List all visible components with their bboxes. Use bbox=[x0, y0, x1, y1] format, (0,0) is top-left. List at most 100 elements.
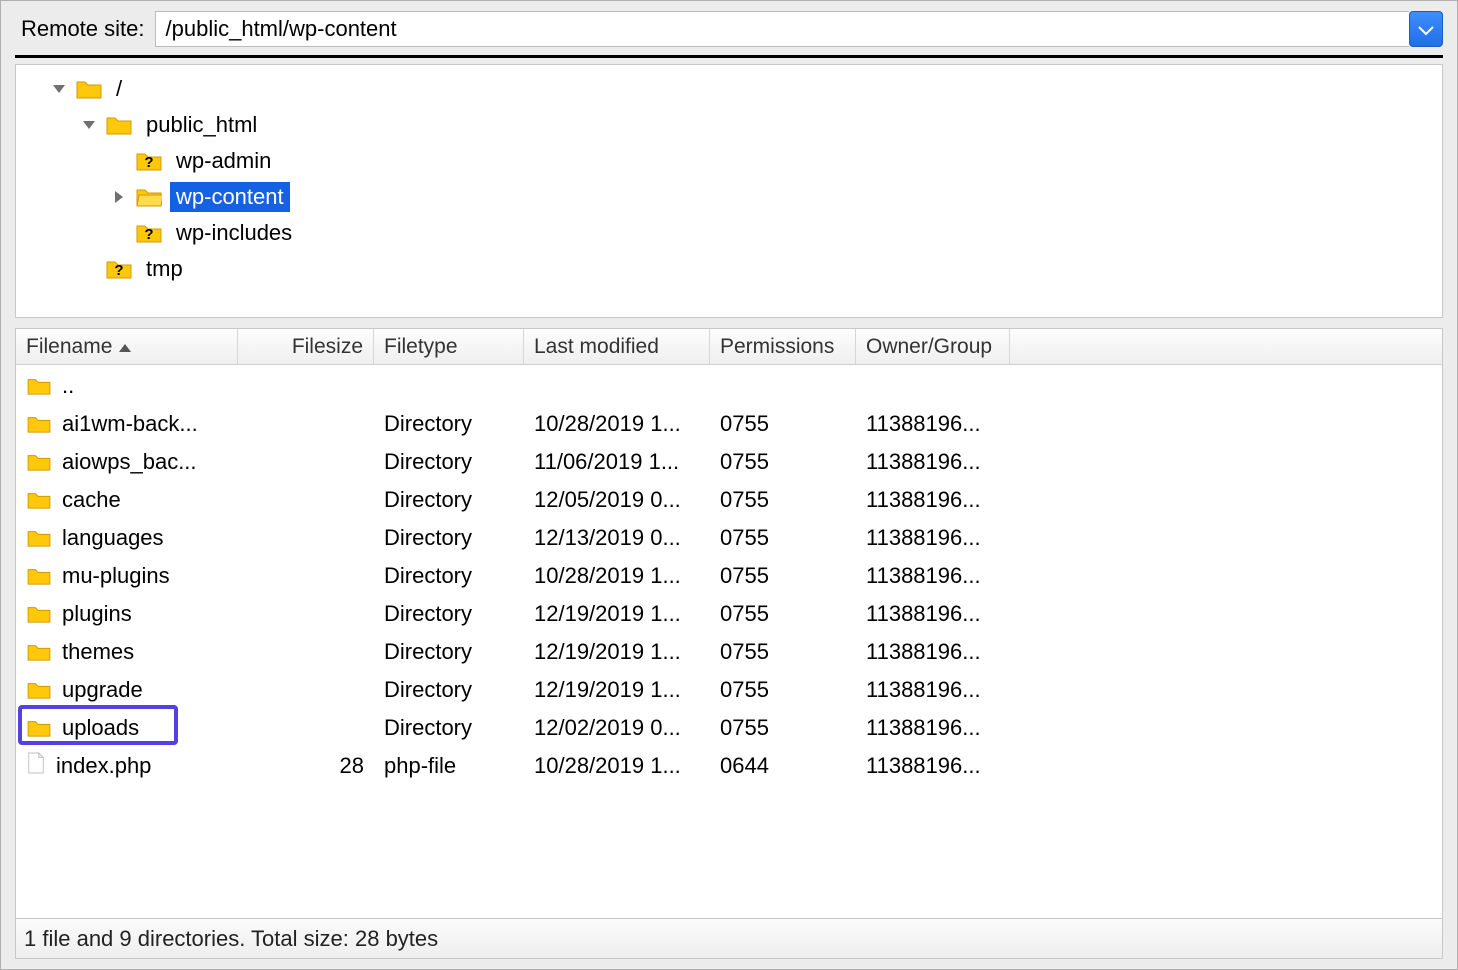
file-owner bbox=[856, 367, 1010, 405]
file-modified: 12/02/2019 0... bbox=[524, 709, 710, 747]
tree-item[interactable]: wp-admin bbox=[16, 143, 1442, 179]
remote-site-label: Remote site: bbox=[21, 16, 145, 42]
folder-icon bbox=[26, 375, 52, 397]
file-owner: 11388196... bbox=[856, 709, 1010, 747]
file-name: languages bbox=[62, 525, 164, 551]
file-name: themes bbox=[62, 639, 134, 665]
disclosure-down-icon[interactable] bbox=[80, 116, 98, 134]
file-row[interactable]: ai1wm-back...Directory10/28/2019 1...075… bbox=[16, 405, 1442, 443]
file-permissions: 0755 bbox=[710, 481, 856, 519]
disclosure-right-icon[interactable] bbox=[110, 188, 128, 206]
tree-item-label: wp-content bbox=[170, 182, 290, 212]
file-name: uploads bbox=[62, 715, 139, 741]
file-modified: 10/28/2019 1... bbox=[524, 557, 710, 595]
file-row[interactable]: .. bbox=[16, 367, 1442, 405]
file-modified: 12/19/2019 1... bbox=[524, 633, 710, 671]
file-size bbox=[238, 557, 374, 595]
file-list-header[interactable]: Filename Filesize Filetype Last modified… bbox=[16, 329, 1442, 365]
column-header-filename[interactable]: Filename bbox=[16, 329, 238, 364]
column-header-modified[interactable]: Last modified bbox=[524, 329, 710, 364]
folder-icon bbox=[26, 717, 52, 739]
tree-item-label: tmp bbox=[140, 254, 189, 284]
file-permissions: 0755 bbox=[710, 405, 856, 443]
tree-item[interactable]: tmp bbox=[16, 251, 1442, 287]
file-modified: 11/06/2019 1... bbox=[524, 443, 710, 481]
path-input[interactable]: /public_html/wp-content bbox=[155, 11, 1410, 47]
column-header-label: Filetype bbox=[384, 335, 458, 359]
folder-icon bbox=[26, 489, 52, 511]
column-header-filetype[interactable]: Filetype bbox=[374, 329, 524, 364]
file-row[interactable]: index.php28php-file10/28/2019 1...064411… bbox=[16, 747, 1442, 785]
file-type: Directory bbox=[374, 443, 524, 481]
file-owner: 11388196... bbox=[856, 557, 1010, 595]
file-row[interactable]: languagesDirectory12/13/2019 0...0755113… bbox=[16, 519, 1442, 557]
folder-icon bbox=[26, 679, 52, 701]
file-modified: 10/28/2019 1... bbox=[524, 405, 710, 443]
file-permissions: 0755 bbox=[710, 443, 856, 481]
file-owner: 11388196... bbox=[856, 671, 1010, 709]
folder-icon bbox=[26, 413, 52, 435]
file-size bbox=[238, 595, 374, 633]
directory-tree[interactable]: / public_htmlwp-adminwp-contentwp-include… bbox=[15, 64, 1443, 318]
file-name: upgrade bbox=[62, 677, 143, 703]
file-size bbox=[238, 709, 374, 747]
file-type: Directory bbox=[374, 405, 524, 443]
path-dropdown-button[interactable] bbox=[1409, 11, 1443, 47]
file-name: aiowps_bac... bbox=[62, 449, 197, 475]
column-header-label: Filesize bbox=[292, 335, 363, 359]
file-permissions: 0755 bbox=[710, 595, 856, 633]
file-type: Directory bbox=[374, 671, 524, 709]
file-modified: 12/19/2019 1... bbox=[524, 595, 710, 633]
column-header-permissions[interactable]: Permissions bbox=[710, 329, 856, 364]
disclosure-down-icon[interactable] bbox=[50, 80, 68, 98]
sort-ascending-icon bbox=[118, 335, 132, 359]
file-permissions: 0755 bbox=[710, 633, 856, 671]
file-type: Directory bbox=[374, 595, 524, 633]
tree-item[interactable]: / bbox=[16, 71, 1442, 107]
file-permissions: 0644 bbox=[710, 747, 856, 785]
folder-icon bbox=[76, 78, 102, 100]
file-size bbox=[238, 443, 374, 481]
file-size bbox=[238, 481, 374, 519]
address-bar: Remote site: /public_html/wp-content bbox=[1, 1, 1457, 55]
folder-icon bbox=[26, 565, 52, 587]
file-modified: 12/13/2019 0... bbox=[524, 519, 710, 557]
tree-item-label: / bbox=[110, 74, 128, 104]
file-name: plugins bbox=[62, 601, 132, 627]
tree-item-label: public_html bbox=[140, 110, 263, 140]
file-row[interactable]: cacheDirectory12/05/2019 0...07551138819… bbox=[16, 481, 1442, 519]
column-header-owner[interactable]: Owner/Group bbox=[856, 329, 1010, 364]
tree-item[interactable]: wp-includes bbox=[16, 215, 1442, 251]
file-name: mu-plugins bbox=[62, 563, 170, 589]
file-type: Directory bbox=[374, 633, 524, 671]
file-list-body[interactable]: ..ai1wm-back...Directory10/28/2019 1...0… bbox=[16, 365, 1442, 918]
status-text: 1 file and 9 directories. Total size: 28… bbox=[24, 926, 438, 952]
file-row[interactable]: mu-pluginsDirectory10/28/2019 1...075511… bbox=[16, 557, 1442, 595]
tree-item[interactable]: wp-content bbox=[16, 179, 1442, 215]
file-size bbox=[238, 519, 374, 557]
tree-item[interactable]: public_html bbox=[16, 107, 1442, 143]
status-bar: 1 file and 9 directories. Total size: 28… bbox=[15, 919, 1443, 959]
file-size bbox=[238, 367, 374, 405]
folder-unknown-icon bbox=[136, 222, 162, 244]
path-combobox[interactable]: /public_html/wp-content bbox=[155, 11, 1444, 47]
file-owner: 11388196... bbox=[856, 519, 1010, 557]
folder-icon bbox=[26, 603, 52, 625]
column-header-filesize[interactable]: Filesize bbox=[238, 329, 374, 364]
file-row[interactable]: uploadsDirectory12/02/2019 0...075511388… bbox=[16, 709, 1442, 747]
folder-icon bbox=[26, 451, 52, 473]
file-type bbox=[374, 367, 524, 405]
file-type: Directory bbox=[374, 481, 524, 519]
file-row[interactable]: pluginsDirectory12/19/2019 1...075511388… bbox=[16, 595, 1442, 633]
file-modified: 12/05/2019 0... bbox=[524, 481, 710, 519]
file-permissions: 0755 bbox=[710, 709, 856, 747]
file-row[interactable]: themesDirectory12/19/2019 1...0755113881… bbox=[16, 633, 1442, 671]
file-list-panel: Filename Filesize Filetype Last modified… bbox=[15, 328, 1443, 919]
file-row[interactable]: aiowps_bac... Directory11/06/2019 1...075… bbox=[16, 443, 1442, 481]
file-size bbox=[238, 633, 374, 671]
column-header-label: Permissions bbox=[720, 335, 834, 359]
file-row[interactable]: upgradeDirectory12/19/2019 1...075511388… bbox=[16, 671, 1442, 709]
file-owner: 11388196... bbox=[856, 747, 1010, 785]
column-header-label: Filename bbox=[26, 335, 112, 359]
file-type: php-file bbox=[374, 747, 524, 785]
